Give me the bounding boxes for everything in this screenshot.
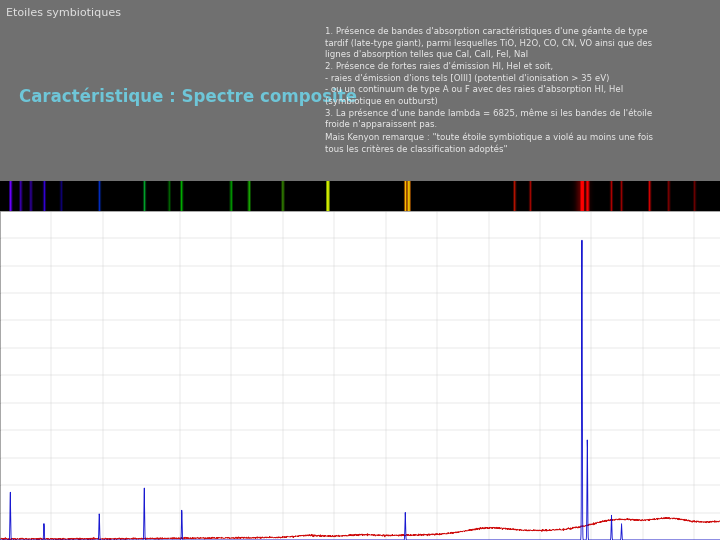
Text: Etoiles symbiotiques: Etoiles symbiotiques — [6, 9, 121, 18]
Text: Caractéristique : Spectre composite: Caractéristique : Spectre composite — [19, 87, 357, 105]
Text: 1. Présence de bandes d'absorption caractéristiques d'une géante de type
tardif : 1. Présence de bandes d'absorption carac… — [325, 27, 653, 154]
